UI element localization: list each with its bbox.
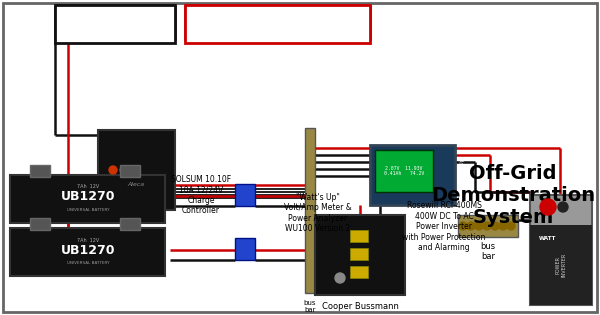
FancyBboxPatch shape [350, 266, 368, 278]
FancyBboxPatch shape [10, 175, 165, 223]
Text: "Watt's Up"
Volt/Amp Meter &
Power Analyzer
WU100 Version 2: "Watt's Up" Volt/Amp Meter & Power Analy… [284, 193, 352, 233]
Circle shape [475, 222, 483, 230]
Text: Off-Grid
Demonstration
System: Off-Grid Demonstration System [431, 164, 595, 227]
Text: Aleca: Aleca [127, 182, 145, 187]
Text: 2.07V  11.93V
0.41Ah   74.2V: 2.07V 11.93V 0.41Ah 74.2V [384, 166, 424, 176]
Circle shape [459, 222, 467, 230]
Text: WATT: WATT [539, 236, 557, 240]
Text: UB1270: UB1270 [61, 243, 115, 256]
Text: UB1270: UB1270 [61, 191, 115, 203]
FancyBboxPatch shape [55, 5, 175, 43]
FancyBboxPatch shape [235, 238, 255, 260]
FancyBboxPatch shape [375, 150, 433, 192]
Text: Rosewill RCI-400MS
400W DC To AC
Power Inverter
with Power Protection
and Alarmi: Rosewill RCI-400MS 400W DC To AC Power I… [403, 202, 485, 252]
FancyBboxPatch shape [10, 228, 165, 276]
FancyBboxPatch shape [458, 215, 518, 237]
FancyBboxPatch shape [30, 218, 50, 230]
Circle shape [335, 273, 345, 283]
Text: UNIVERSAL BATTERY: UNIVERSAL BATTERY [67, 261, 109, 265]
Circle shape [131, 166, 139, 174]
FancyBboxPatch shape [370, 145, 455, 205]
Text: 7Ah  12V: 7Ah 12V [77, 185, 99, 190]
FancyBboxPatch shape [98, 130, 175, 210]
FancyBboxPatch shape [315, 215, 405, 295]
FancyBboxPatch shape [305, 128, 315, 293]
Circle shape [109, 166, 117, 174]
Circle shape [483, 222, 491, 230]
FancyBboxPatch shape [350, 230, 368, 242]
Circle shape [540, 199, 556, 215]
FancyBboxPatch shape [120, 218, 140, 230]
FancyBboxPatch shape [350, 248, 368, 260]
FancyBboxPatch shape [530, 195, 592, 305]
FancyBboxPatch shape [185, 5, 370, 43]
Circle shape [467, 222, 475, 230]
Text: WattsUp: WattsUp [460, 158, 464, 178]
Circle shape [499, 222, 507, 230]
Circle shape [558, 202, 568, 212]
Circle shape [120, 166, 128, 174]
Text: Cooper Bussmann: Cooper Bussmann [322, 302, 398, 311]
FancyBboxPatch shape [120, 165, 140, 177]
FancyBboxPatch shape [530, 225, 592, 305]
Circle shape [507, 222, 515, 230]
Text: bus
bar: bus bar [304, 300, 316, 313]
Text: bus
bar: bus bar [481, 242, 496, 261]
Text: UNIVERSAL BATTERY: UNIVERSAL BATTERY [67, 208, 109, 212]
Text: POWER
INVERTER: POWER INVERTER [556, 253, 566, 277]
FancyBboxPatch shape [235, 184, 255, 206]
Text: 7Ah  12V: 7Ah 12V [77, 238, 99, 243]
Text: SOLSUM 10.10F
10A 12/24V
Charge
Controller: SOLSUM 10.10F 10A 12/24V Charge Controll… [171, 175, 231, 215]
FancyBboxPatch shape [30, 165, 50, 177]
Circle shape [491, 222, 499, 230]
